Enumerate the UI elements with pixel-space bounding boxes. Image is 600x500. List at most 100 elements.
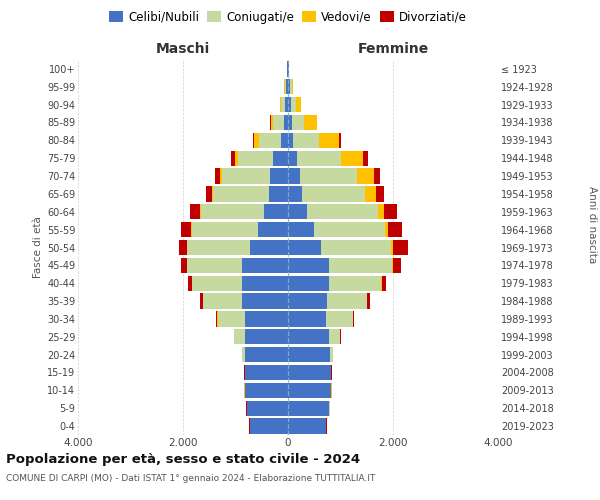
- Bar: [290, 97, 296, 112]
- Bar: [274, 150, 288, 166]
- Bar: [203, 294, 242, 308]
- Bar: [382, 276, 386, 291]
- Bar: [383, 204, 397, 220]
- Bar: [286, 79, 288, 94]
- Bar: [191, 222, 192, 237]
- Bar: [271, 115, 274, 130]
- Bar: [288, 115, 292, 130]
- Bar: [392, 258, 393, 273]
- Bar: [179, 240, 187, 255]
- Bar: [288, 312, 326, 326]
- Bar: [385, 222, 388, 237]
- Bar: [253, 133, 254, 148]
- Bar: [192, 222, 257, 237]
- Bar: [245, 347, 288, 362]
- Bar: [247, 400, 288, 416]
- Bar: [298, 150, 341, 166]
- Bar: [242, 347, 245, 362]
- Bar: [314, 222, 385, 237]
- Bar: [259, 133, 281, 148]
- Bar: [379, 204, 383, 220]
- Bar: [206, 186, 212, 202]
- Bar: [245, 312, 288, 326]
- Text: Maschi: Maschi: [156, 42, 210, 56]
- Bar: [214, 186, 269, 202]
- Bar: [245, 365, 288, 380]
- Bar: [365, 186, 376, 202]
- Bar: [202, 204, 265, 220]
- Bar: [188, 276, 192, 291]
- Bar: [215, 168, 220, 184]
- Bar: [212, 186, 214, 202]
- Bar: [367, 294, 370, 308]
- Bar: [288, 365, 331, 380]
- Bar: [339, 133, 341, 148]
- Bar: [288, 204, 307, 220]
- Bar: [288, 276, 329, 291]
- Bar: [242, 258, 288, 273]
- Bar: [326, 312, 353, 326]
- Bar: [235, 329, 245, 344]
- Bar: [250, 418, 288, 434]
- Bar: [288, 294, 328, 308]
- Bar: [274, 115, 284, 130]
- Bar: [281, 133, 288, 148]
- Bar: [218, 312, 245, 326]
- Bar: [288, 383, 331, 398]
- Bar: [388, 222, 403, 237]
- Bar: [242, 294, 288, 308]
- Text: Popolazione per età, sesso e stato civile - 2024: Popolazione per età, sesso e stato civil…: [6, 452, 360, 466]
- Bar: [181, 222, 191, 237]
- Bar: [269, 168, 288, 184]
- Bar: [254, 133, 259, 148]
- Text: Anni di nascita: Anni di nascita: [587, 186, 597, 264]
- Bar: [193, 276, 242, 291]
- Bar: [288, 418, 326, 434]
- Bar: [288, 133, 293, 148]
- Bar: [288, 329, 329, 344]
- Bar: [330, 347, 332, 362]
- Bar: [200, 294, 203, 308]
- Bar: [320, 240, 391, 255]
- Bar: [292, 115, 304, 130]
- Bar: [280, 97, 281, 112]
- Bar: [328, 294, 367, 308]
- Bar: [235, 150, 238, 166]
- Bar: [187, 258, 242, 273]
- Bar: [288, 186, 302, 202]
- Bar: [223, 168, 269, 184]
- Bar: [231, 150, 235, 166]
- Bar: [269, 186, 288, 202]
- Bar: [285, 79, 286, 94]
- Y-axis label: Fasce di età: Fasce di età: [32, 216, 43, 278]
- Bar: [288, 222, 314, 237]
- Bar: [250, 240, 288, 255]
- Bar: [393, 258, 401, 273]
- Bar: [220, 168, 223, 184]
- Bar: [187, 240, 250, 255]
- Bar: [353, 312, 354, 326]
- Bar: [329, 258, 392, 273]
- Bar: [190, 204, 200, 220]
- Bar: [181, 258, 187, 273]
- Bar: [288, 150, 298, 166]
- Bar: [288, 400, 329, 416]
- Bar: [257, 222, 288, 237]
- Bar: [391, 240, 393, 255]
- Bar: [290, 79, 292, 94]
- Bar: [286, 97, 288, 112]
- Bar: [329, 329, 340, 344]
- Bar: [245, 383, 288, 398]
- Bar: [329, 276, 382, 291]
- Legend: Celibi/Nubili, Coniugati/e, Vedovi/e, Divorziati/e: Celibi/Nubili, Coniugati/e, Vedovi/e, Di…: [104, 6, 472, 28]
- Bar: [300, 168, 357, 184]
- Bar: [242, 276, 288, 291]
- Bar: [265, 204, 288, 220]
- Bar: [288, 168, 300, 184]
- Bar: [288, 97, 290, 112]
- Bar: [374, 168, 380, 184]
- Bar: [293, 133, 319, 148]
- Bar: [292, 79, 293, 94]
- Bar: [288, 240, 320, 255]
- Bar: [302, 186, 365, 202]
